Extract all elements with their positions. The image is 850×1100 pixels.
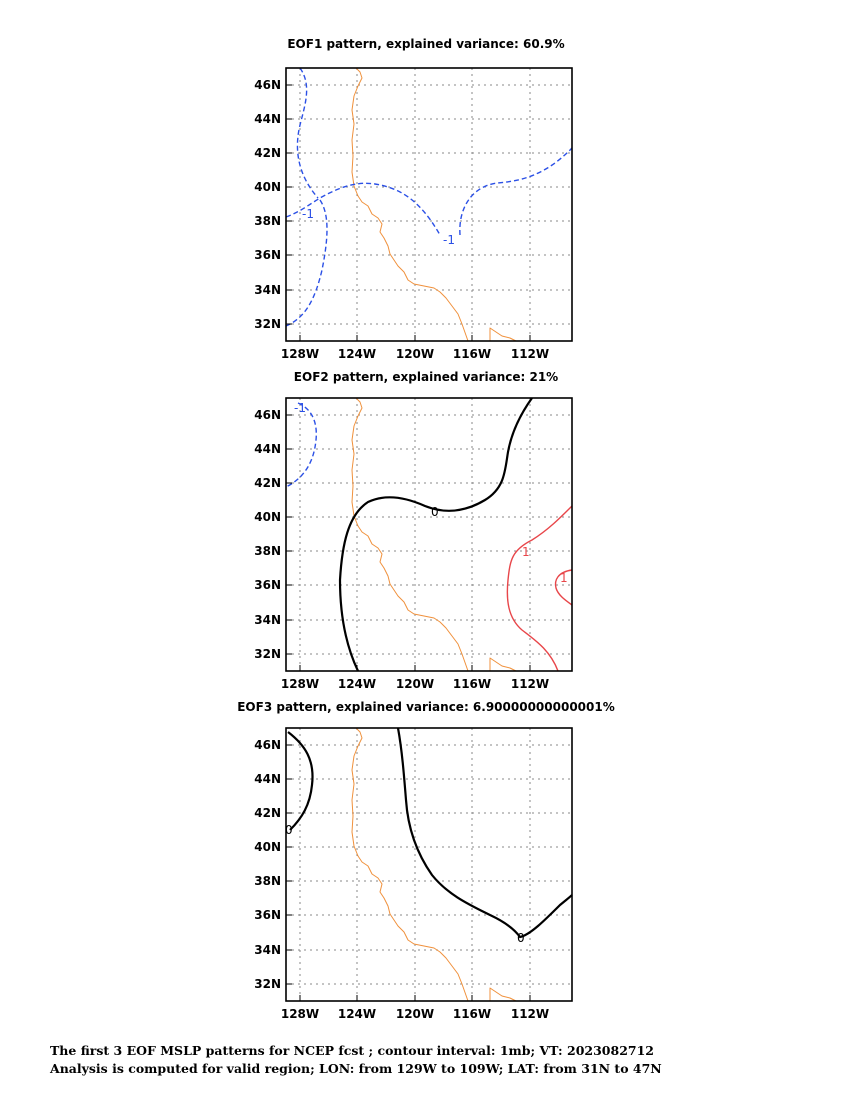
contour-zero bbox=[396, 727, 573, 939]
contour-neg1 bbox=[285, 199, 328, 327]
x-tick-label: 128W bbox=[281, 347, 319, 361]
y-tick-label: 44N bbox=[254, 772, 281, 786]
y-tick-label: 32N bbox=[254, 977, 281, 991]
x-tick-label: 120W bbox=[396, 677, 434, 691]
y-tick-label: 40N bbox=[254, 840, 281, 854]
y-tick-label: 42N bbox=[254, 806, 281, 820]
contour-label: 1 bbox=[560, 571, 568, 585]
graticule bbox=[286, 68, 572, 341]
map-frame bbox=[285, 67, 573, 342]
x-tick-label: 124W bbox=[338, 677, 376, 691]
map-title: EOF1 pattern, explained variance: 60.9% bbox=[287, 37, 564, 51]
x-tick-label: 124W bbox=[338, 1007, 376, 1021]
y-tick-label: 44N bbox=[254, 112, 281, 126]
x-tick-label: 128W bbox=[281, 1007, 319, 1021]
y-tick-label: 40N bbox=[254, 510, 281, 524]
coastline bbox=[351, 67, 517, 342]
x-tick-label: 116W bbox=[453, 1007, 491, 1021]
contour-pos1 bbox=[506, 505, 573, 672]
x-axis: 128W 124W 120W 116W 112W bbox=[281, 665, 549, 691]
caption-line-2: Analysis is computed for valid region; L… bbox=[50, 1061, 662, 1076]
contour-label: 0 bbox=[517, 931, 525, 945]
y-tick-label: 34N bbox=[254, 943, 281, 957]
contour-label: -1 bbox=[443, 233, 455, 247]
graticule bbox=[286, 728, 572, 1001]
contour-label: 0 bbox=[285, 823, 293, 837]
y-tick-label: 34N bbox=[254, 283, 281, 297]
x-tick-label: 128W bbox=[281, 677, 319, 691]
y-tick-label: 46N bbox=[254, 78, 281, 92]
x-tick-label: 116W bbox=[453, 677, 491, 691]
y-tick-label: 40N bbox=[254, 180, 281, 194]
contour-neg1 bbox=[459, 147, 573, 236]
y-tick-label: 46N bbox=[254, 738, 281, 752]
coastline bbox=[351, 397, 517, 672]
y-tick-label: 42N bbox=[254, 476, 281, 490]
y-tick-label: 32N bbox=[254, 647, 281, 661]
map-panel-eof3: EOF3 pattern, explained variance: 6.9000… bbox=[237, 700, 615, 1021]
y-tick-label: 36N bbox=[254, 578, 281, 592]
contour-label: 1 bbox=[522, 545, 530, 559]
contour-neg1 bbox=[296, 67, 319, 199]
x-tick-label: 124W bbox=[338, 347, 376, 361]
y-tick-label: 38N bbox=[254, 214, 281, 228]
x-tick-label: 112W bbox=[511, 347, 549, 361]
contour-label: -1 bbox=[294, 401, 306, 415]
map-panel-eof2: EOF2 pattern, explained variance: 21% -1… bbox=[254, 370, 573, 691]
y-axis: 46N 44N 42N 40N 38N 36N 34N 32N bbox=[254, 78, 292, 331]
x-tick-label: 120W bbox=[396, 347, 434, 361]
map-frame bbox=[285, 727, 573, 1002]
graticule bbox=[286, 398, 572, 671]
x-tick-label: 120W bbox=[396, 1007, 434, 1021]
y-tick-label: 36N bbox=[254, 248, 281, 262]
x-axis: 128W 124W 120W 116W 112W bbox=[281, 995, 549, 1021]
contour-neg1 bbox=[285, 182, 441, 236]
y-tick-label: 34N bbox=[254, 613, 281, 627]
y-tick-label: 32N bbox=[254, 317, 281, 331]
y-tick-label: 44N bbox=[254, 442, 281, 456]
y-tick-label: 46N bbox=[254, 408, 281, 422]
y-tick-label: 38N bbox=[254, 544, 281, 558]
y-tick-label: 42N bbox=[254, 146, 281, 160]
y-axis: 46N 44N 42N 40N 38N 36N 34N 32N bbox=[254, 408, 292, 661]
map-title: EOF3 pattern, explained variance: 6.9000… bbox=[237, 700, 615, 714]
x-tick-label: 112W bbox=[511, 677, 549, 691]
contour-neg1 bbox=[285, 402, 317, 488]
eof-figure: EOF1 pattern, explained variance: 60.9% … bbox=[237, 37, 615, 1021]
y-tick-label: 38N bbox=[254, 874, 281, 888]
contour-zero bbox=[338, 397, 533, 672]
caption-line-1: The first 3 EOF MSLP patterns for NCEP f… bbox=[50, 1043, 654, 1058]
contour-label: -1 bbox=[302, 207, 314, 221]
x-tick-label: 116W bbox=[453, 347, 491, 361]
coastline bbox=[351, 727, 517, 1002]
contour-zero bbox=[287, 731, 314, 831]
y-axis: 46N 44N 42N 40N 38N 36N 34N 32N bbox=[254, 738, 292, 991]
contour-pos1 bbox=[554, 569, 573, 606]
figure-caption: The first 3 EOF MSLP patterns for NCEP f… bbox=[50, 1042, 662, 1078]
x-axis: 128W 124W 120W 116W 112W bbox=[281, 335, 549, 361]
map-panel-eof1: EOF1 pattern, explained variance: 60.9% … bbox=[254, 37, 573, 361]
contour-label: 0 bbox=[431, 505, 439, 519]
x-tick-label: 112W bbox=[511, 1007, 549, 1021]
y-tick-label: 36N bbox=[254, 908, 281, 922]
map-frame bbox=[285, 397, 573, 672]
map-title: EOF2 pattern, explained variance: 21% bbox=[294, 370, 558, 384]
